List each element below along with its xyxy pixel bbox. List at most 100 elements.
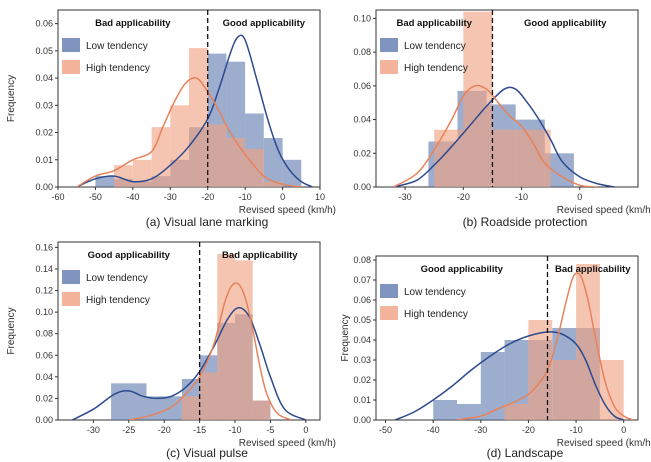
low-tendency-density-curve [76, 34, 313, 187]
y-axis-label: Frequency [340, 314, 351, 361]
chart-panel-3: -30 -25 -20 -15 -10 -5 0 0.00 0.02 0.04 0.06 0.08 0.… [6, 241, 338, 460]
y-tick-label: 0.08 [353, 47, 371, 57]
high-tendency-bar [463, 11, 493, 187]
panel-caption: (c) Visual pulse [166, 446, 248, 460]
high-tendency-legend-label: High tendency [404, 63, 468, 74]
y-tick-label: 0.03 [35, 100, 53, 110]
y-tick-label: 0.00 [353, 415, 371, 425]
left-region-annotation: Bad applicability [396, 18, 472, 29]
y-tick-label: 0.01 [353, 395, 371, 405]
low-tendency-bar [504, 340, 529, 420]
panel-caption: (d) Landscape [487, 446, 564, 460]
high-tendency-bar [207, 124, 227, 187]
y-tick-label: 0.04 [35, 73, 53, 83]
high-tendency-bar [189, 48, 208, 187]
x-tick-label: -30 [87, 425, 100, 435]
low-tendency-legend-label: Low tendency [86, 273, 148, 284]
x-tick-label: -10 [570, 425, 583, 435]
y-tick-label: 0.04 [353, 115, 371, 125]
high-tendency-bar [599, 360, 624, 420]
low-tendency-legend-swatch [380, 38, 398, 52]
x-tick-label: 0 [621, 425, 626, 435]
low-tendency-bar [146, 396, 182, 420]
right-region-annotation: Good applicability [524, 18, 607, 29]
y-tick-label: 0.10 [353, 13, 371, 23]
high-tendency-bar [528, 320, 553, 420]
high-tendency-bar [199, 372, 218, 420]
high-tendency-density-curve [76, 77, 302, 187]
x-tick-label: -30 [164, 192, 177, 202]
low-tendency-bar [111, 383, 147, 420]
x-tick-label: -50 [89, 192, 102, 202]
high-tendency-density-curve [456, 272, 634, 420]
y-tick-label: 0.16 [35, 242, 53, 252]
y-tick-label: 0.08 [35, 329, 53, 339]
high-tendency-density-curve [393, 84, 598, 187]
low-tendency-bar [480, 352, 505, 420]
left-region-annotation: Bad applicability [95, 18, 171, 29]
y-tick-label: 0.04 [35, 372, 53, 382]
x-tick-label: 10 [315, 192, 325, 202]
x-tick-label: -20 [158, 425, 171, 435]
high-tendency-bar [226, 138, 246, 187]
high-tendency-legend-label: High tendency [86, 63, 150, 74]
x-tick-label: -40 [126, 192, 139, 202]
y-tick-label: 0.08 [353, 255, 371, 265]
low-tendency-legend-label: Low tendency [404, 287, 466, 298]
high-tendency-legend-label: High tendency [86, 295, 150, 306]
x-tick-label: -5 [266, 425, 274, 435]
y-tick-label: 0.06 [35, 19, 53, 29]
high-tendency-bar [521, 129, 551, 187]
high-tendency-bar [263, 181, 283, 187]
left-region-annotation: Good applicability [421, 264, 504, 275]
y-tick-label: 0.03 [353, 355, 371, 365]
high-tendency-bar [245, 148, 264, 187]
low-tendency-legend-swatch [62, 270, 80, 284]
x-axis-label: Revised speed (km/h) [557, 438, 651, 449]
low-tendency-legend-label: Low tendency [86, 41, 148, 52]
y-tick-label: 0.12 [35, 286, 53, 296]
y-tick-label: 0.02 [353, 375, 371, 385]
y-axis-label: Frequency [6, 307, 17, 354]
y-tick-label: 0.06 [353, 295, 371, 305]
low-tendency-bar [263, 138, 283, 187]
high-tendency-bar [504, 404, 529, 420]
right-region-annotation: Good applicability [223, 18, 306, 29]
low-tendency-legend-swatch [62, 38, 80, 52]
right-region-annotation: Bad applicability [555, 264, 631, 275]
high-tendency-density-curve [128, 282, 293, 420]
y-tick-label: 0.07 [353, 275, 371, 285]
y-tick-label: 0.02 [35, 393, 53, 403]
high-tendency-legend-swatch [62, 292, 80, 306]
left-region-annotation: Good applicability [88, 250, 171, 261]
x-tick-label: 0 [577, 192, 582, 202]
x-tick-label: -10 [515, 192, 528, 202]
x-tick-label: -20 [522, 425, 535, 435]
x-tick-label: -15 [193, 425, 206, 435]
y-tick-label: 0.01 [35, 155, 53, 165]
high-tendency-bar [114, 165, 133, 187]
high-tendency-legend-swatch [380, 60, 398, 74]
panel-caption: (a) Visual lane marking [146, 215, 269, 229]
x-tick-label: -40 [427, 425, 440, 435]
right-region-annotation: Bad applicability [222, 250, 298, 261]
x-tick-label: 0 [280, 192, 285, 202]
high-tendency-legend-swatch [380, 306, 398, 320]
high-tendency-bar [132, 159, 152, 187]
high-tendency-bar [217, 253, 235, 420]
x-tick-label: -10 [229, 425, 242, 435]
y-tick-label: 0.02 [35, 128, 53, 138]
chart-panel-4: -50 -40 -30 -20 -10 0 0.00 0.01 0.02 0.03 0.04 0.05… [340, 255, 651, 460]
x-tick-label: -30 [474, 425, 487, 435]
y-tick-label: 0.14 [35, 264, 53, 274]
y-tick-label: 0.00 [35, 182, 53, 192]
x-tick-label: -20 [457, 192, 470, 202]
x-tick-label: -20 [201, 192, 214, 202]
x-tick-label: -60 [51, 192, 64, 202]
high-tendency-bar [235, 260, 253, 420]
chart-panel-1: -60 -50 -40 -30 -20 -10 0 10 0.00 0.01 0.02 0.03 0.0… [6, 9, 338, 229]
y-tick-label: 0.00 [353, 182, 371, 192]
high-tendency-legend-swatch [62, 60, 80, 74]
y-tick-label: 0.05 [35, 46, 53, 56]
